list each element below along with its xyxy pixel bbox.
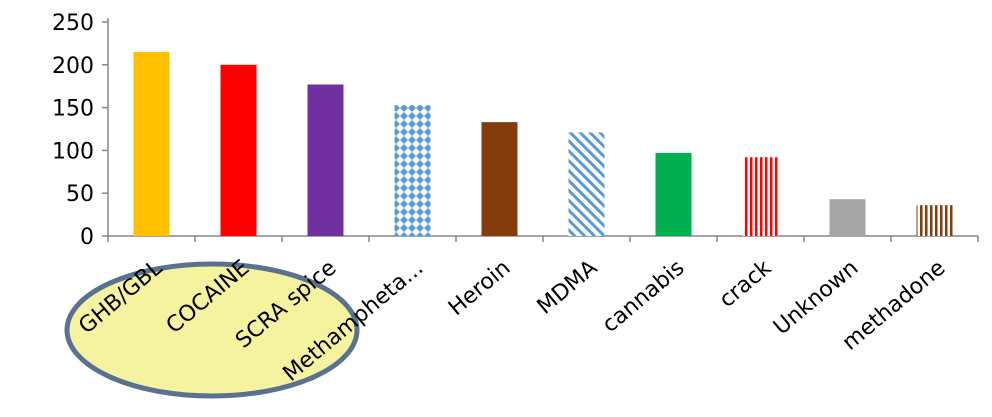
bar-cannabis [655, 152, 692, 236]
category-label: Heroin [444, 255, 515, 321]
bar-methadone [916, 205, 953, 236]
y-tick-label: 250 [52, 11, 94, 36]
bars-layer [133, 51, 953, 237]
y-tick-label: 100 [52, 139, 94, 164]
y-tick-label: 50 [66, 182, 94, 207]
category-label: MDMA [533, 255, 603, 319]
bar-scra-spice [307, 84, 344, 236]
bar-unknown [829, 199, 866, 236]
bar-methampheta [394, 105, 431, 236]
bar-mdma [568, 132, 605, 236]
highlight-layer [64, 261, 360, 399]
highlight-ellipse [64, 261, 360, 399]
axis-layer: 0 50 100 150 200 250 [52, 11, 979, 250]
category-label: cannabis [598, 255, 690, 337]
y-tick-label: 200 [52, 54, 94, 79]
y-tick-label: 0 [80, 225, 94, 250]
bar-ghb-gbl [133, 51, 170, 237]
y-tick-label: 150 [52, 97, 94, 122]
bar-heroin [481, 122, 518, 236]
category-label: crack [715, 255, 777, 313]
bar-crack [742, 157, 779, 236]
bar-cocaine [220, 64, 257, 236]
